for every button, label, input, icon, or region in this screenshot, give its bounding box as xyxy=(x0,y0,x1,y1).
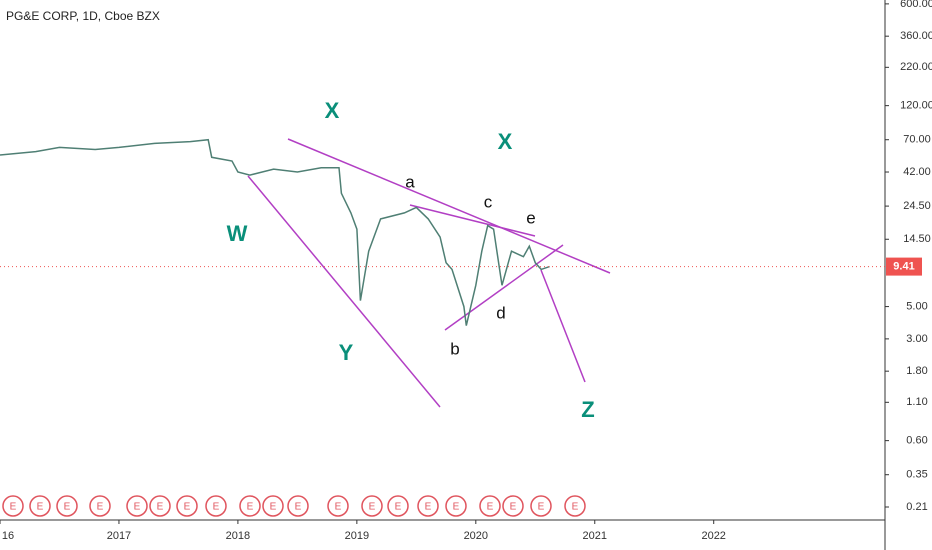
trend-line xyxy=(247,175,441,408)
x-tick-label: 2021 xyxy=(583,530,607,542)
wave-label: W xyxy=(227,221,248,246)
earnings-label: E xyxy=(395,502,402,513)
y-tick-label: 220.00 xyxy=(900,61,932,73)
y-tick-label: 24.50 xyxy=(903,200,931,212)
x-tick-label: 2020 xyxy=(464,530,488,542)
earnings-circle xyxy=(2,495,24,517)
earnings-label: E xyxy=(134,502,141,513)
earnings-label: E xyxy=(335,502,342,513)
earnings-circle xyxy=(29,495,51,517)
earnings-label: E xyxy=(453,502,460,513)
last-price-label: 9.41 xyxy=(893,261,914,273)
trend-lines xyxy=(247,138,611,408)
earnings-circle xyxy=(56,495,78,517)
y-tick-label: 14.50 xyxy=(903,233,931,245)
earnings-label: E xyxy=(213,502,220,513)
earnings-label: E xyxy=(270,502,277,513)
earnings-label: E xyxy=(510,502,517,513)
x-tick-label: 2017 xyxy=(107,530,131,542)
earnings-circle xyxy=(445,495,467,517)
earnings-circle xyxy=(361,495,383,517)
last-price-badge xyxy=(886,257,922,276)
earnings-circle xyxy=(239,495,261,517)
wave-label: X xyxy=(325,98,340,123)
earnings-circle xyxy=(176,495,198,517)
y-tick-label: 3.00 xyxy=(906,333,927,345)
earnings-label: E xyxy=(97,502,104,513)
earnings-label: E xyxy=(295,502,302,513)
earnings-circle xyxy=(287,495,309,517)
wave-label: X xyxy=(498,129,513,154)
wave-label: d xyxy=(496,303,505,322)
earnings-label: E xyxy=(572,502,579,513)
earnings-circle xyxy=(479,495,501,517)
trend-line xyxy=(540,269,586,383)
wave-label: a xyxy=(405,172,415,191)
earnings-label: E xyxy=(37,502,44,513)
earnings-label: E xyxy=(157,502,164,513)
y-tick-label: 120.00 xyxy=(900,100,932,112)
trend-line xyxy=(409,204,536,237)
y-tick-label: 1.10 xyxy=(906,396,927,408)
earnings-label: E xyxy=(247,502,254,513)
earnings-label: E xyxy=(184,502,191,513)
trend-line xyxy=(287,138,611,274)
earnings-label: E xyxy=(425,502,432,513)
earnings-circle xyxy=(502,495,524,517)
earnings-circle xyxy=(564,495,586,517)
y-tick-label: 360.00 xyxy=(900,30,932,42)
earnings-circle xyxy=(149,495,171,517)
y-tick-label: 600.00 xyxy=(900,0,932,10)
y-tick-label: 0.60 xyxy=(906,435,927,447)
earnings-label: E xyxy=(10,502,17,513)
x-tick-label: 2019 xyxy=(345,530,369,542)
earnings-label: E xyxy=(369,502,376,513)
y-tick-label: 5.00 xyxy=(906,300,927,312)
y-tick-label: 42.00 xyxy=(903,166,931,178)
wave-label: e xyxy=(526,208,535,227)
earnings-circle xyxy=(327,495,349,517)
y-tick-label: 0.35 xyxy=(906,469,927,481)
chart-title: PG&E CORP, 1D, Cboe BZX xyxy=(6,9,160,23)
wave-label: Z xyxy=(581,397,594,422)
earnings-label: E xyxy=(64,502,71,513)
earnings-circle xyxy=(205,495,227,517)
earnings-circle xyxy=(126,495,148,517)
earnings-circle xyxy=(530,495,552,517)
earnings-label: E xyxy=(538,502,545,513)
y-tick-label: 1.80 xyxy=(906,365,927,377)
wave-label: c xyxy=(484,192,493,211)
earnings-circle xyxy=(89,495,111,517)
earnings-circle xyxy=(262,495,284,517)
x-tick-label: 2018 xyxy=(226,530,250,542)
y-tick-label: 70.00 xyxy=(903,134,931,146)
x-tick-label: 2022 xyxy=(701,530,725,542)
wave-label: Y xyxy=(339,340,354,365)
earnings-circle xyxy=(417,495,439,517)
earnings-label: E xyxy=(487,502,494,513)
earnings-circle xyxy=(387,495,409,517)
price-line xyxy=(0,138,550,326)
x-tick-label: 16 xyxy=(2,530,14,542)
y-tick-label: 0.21 xyxy=(906,501,927,513)
wave-label: b xyxy=(450,339,459,358)
